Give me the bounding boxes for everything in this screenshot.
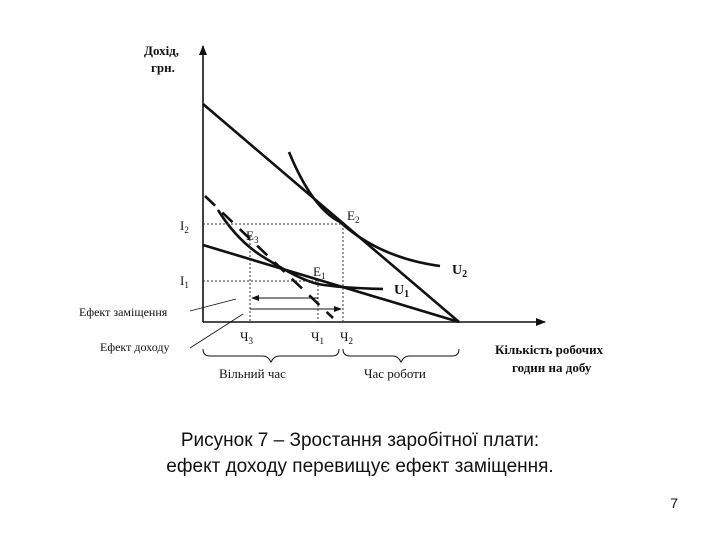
point-e3: E3 (246, 228, 259, 245)
label-u1: U1 (394, 283, 409, 300)
indifference-curve-u2 (287, 151, 441, 268)
free-time-brace (202, 348, 340, 364)
page-number: 7 (670, 495, 678, 511)
indifference-curve-u1 (216, 209, 384, 291)
income-effect-label: Ефект доходу (100, 340, 169, 354)
budget-line-low-wage (202, 243, 460, 324)
tick-i2: I2 (180, 218, 189, 235)
substitution-effect-pointer (189, 298, 237, 312)
compensated-budget-line (204, 195, 334, 319)
income-effect-pointer (189, 313, 244, 349)
point-e1: E1 (313, 264, 325, 281)
caption-line-1: Рисунок 7 – Зростання заробітної плати: (180, 430, 540, 451)
tick-i1: I1 (180, 273, 189, 290)
point-e2: E2 (347, 208, 359, 225)
tick-h1: Ч1 (311, 329, 324, 346)
work-time-brace (342, 348, 460, 364)
work-time-label: Час роботи (364, 366, 426, 381)
tick-h2: Ч2 (340, 329, 353, 346)
x-axis-label-line2: годин на добу (512, 360, 592, 375)
y-axis-label-line1: Дохід, (144, 43, 179, 58)
caption-line-2: ефект доходу перевищує ефект заміщення. (166, 456, 554, 477)
y-axis-label-line2: грн. (151, 60, 175, 75)
substitution-effect-label: Ефект заміщення (79, 305, 168, 319)
free-time-label: Вільний час (219, 366, 286, 381)
x-axis-label-line1: Кількість робочих (495, 342, 604, 357)
figure-caption: Рисунок 7 – Зростання заробітної плати: … (0, 428, 720, 480)
tick-h3: Ч3 (240, 329, 253, 346)
label-u2: U2 (452, 263, 467, 280)
budget-line-high-wage (202, 103, 460, 323)
